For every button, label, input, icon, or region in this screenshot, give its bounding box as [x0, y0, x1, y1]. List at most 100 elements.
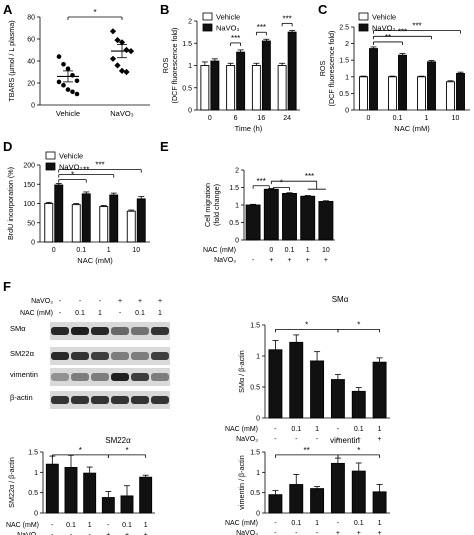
B-y-tick-label: 0 — [188, 108, 192, 115]
F-SMa-bar — [289, 341, 304, 419]
B-bar-navo3 — [210, 60, 220, 111]
C-legend-navo3: NaVO₃ — [372, 24, 395, 33]
B-bar-vehicle — [200, 65, 210, 111]
F-SMa-title: SMα — [332, 295, 349, 304]
B-x-tick-label: 0 — [208, 115, 212, 122]
F-vimentin-y-axis-label: vimentin / β-actin — [237, 455, 246, 509]
F-SMa-row-value: - — [316, 436, 319, 443]
B-significance-label: *** — [257, 23, 266, 32]
blot-header-value: - — [99, 298, 102, 305]
D-bar-navo3 — [136, 198, 146, 243]
C-y-tick-label: 0.5 — [339, 91, 349, 98]
C-significance-label: *** — [398, 27, 407, 36]
C-y-tick-label: 1 — [345, 74, 349, 81]
F-SMa-significance-label: * — [305, 320, 308, 329]
C-y-tick-label: 2.5 — [339, 25, 349, 32]
F-SMa-y-tick-label: 1 — [256, 354, 260, 361]
D-legend-swatch-vehicle — [45, 151, 56, 160]
E-bar — [318, 201, 334, 241]
D-y-tick-label: 50 — [27, 220, 35, 227]
A-point-vehicle — [65, 87, 71, 92]
F-SMa-y-tick-label: 1.5 — [250, 323, 260, 330]
F-SM22a-row-value: - — [70, 532, 73, 535]
blot-band — [151, 396, 169, 404]
D-bar-vehicle — [71, 204, 81, 243]
blot-band — [51, 396, 69, 404]
B-x-tick-label: 16 — [257, 115, 265, 122]
F-SM22a-bar — [45, 463, 59, 514]
A-x-tick-label: NaVO₃ — [110, 109, 133, 118]
E-bar — [245, 204, 261, 241]
blot-row-label: SM22α — [10, 349, 35, 358]
A-point-vehicle — [61, 62, 66, 67]
D-significance-label: * — [71, 171, 74, 180]
F-SMa-row-value: - — [274, 426, 277, 433]
F-vimentin-row-value: 1 — [315, 520, 319, 527]
C-bar-navo3 — [369, 48, 378, 111]
D-y-tick-label: 0 — [31, 240, 35, 247]
blot-row-label: SMα — [10, 324, 26, 333]
F-SM22a-bar — [83, 472, 97, 514]
F-SM22a-row-value: 1 — [88, 522, 92, 529]
blot-header-value: 1 — [158, 310, 162, 317]
C-x-tick-label: 1 — [425, 115, 429, 122]
blot-band — [131, 327, 149, 335]
blot-band — [71, 327, 89, 335]
D-bar-vehicle — [126, 210, 136, 243]
F-SMa-row-label: NAC (mM) — [225, 426, 258, 433]
F-SMa-y-tick-label: 0 — [256, 416, 260, 423]
E-y-tick-label: 0.5 — [229, 220, 239, 227]
F-vimentin-row-value: - — [337, 520, 340, 527]
blot-strip — [50, 322, 170, 340]
blot-header-value: - — [59, 298, 62, 305]
F-SM22a-bar — [139, 476, 153, 514]
F-SM22a-row-value: + — [106, 532, 110, 535]
E-bar — [300, 195, 316, 241]
panel-letter-E: E — [160, 139, 169, 154]
D-significance-label: ** — [83, 166, 89, 175]
E-row-value: + — [287, 257, 291, 264]
blot-header-value: - — [119, 310, 122, 317]
C-x-axis-label: NAC (mM) — [394, 124, 430, 133]
E-row-value: 0.1 — [285, 247, 295, 254]
F-SM22a-row-value: + — [144, 532, 148, 535]
B-legend-swatch-vehicle — [202, 12, 213, 21]
C-y-axis-label: ROS — [318, 61, 327, 77]
F-SM22a-bar — [120, 495, 134, 514]
F-SM22a-y-tick-label: 1 — [34, 470, 38, 477]
F-vimentin-row-label: NaVO₃ — [236, 530, 258, 535]
E-y-tick-label: 1 — [235, 203, 239, 210]
D-x-axis-label: NAC (mM) — [77, 256, 113, 265]
F-vimentin-title: vimentin — [330, 436, 360, 445]
B-legend-vehicle: Vehicle — [216, 13, 240, 22]
blot-strip — [50, 347, 170, 365]
blot-band — [91, 396, 109, 404]
F-vimentin-bar — [330, 462, 345, 514]
C-legend-vehicle: Vehicle — [372, 13, 396, 22]
E-significance-label: *** — [305, 172, 314, 181]
A-point-navo3 — [123, 46, 130, 54]
A-point-vehicle — [61, 82, 66, 88]
C-y-tick-label: 2 — [345, 41, 349, 48]
F-SMa-row-value: 0.1 — [291, 426, 301, 433]
F-SMa-row-value: 1 — [378, 426, 382, 433]
D-legend-swatch-navo3 — [45, 162, 56, 171]
blot-header-value: 1 — [98, 310, 102, 317]
F-SMa-y-axis-label: SMα / β-actin — [237, 350, 246, 393]
A-point-navo3 — [123, 68, 130, 76]
B-bar-vehicle — [226, 65, 236, 111]
C-bar-vehicle — [359, 76, 368, 111]
F-vimentin-y-tick-label: 0.5 — [250, 490, 260, 497]
A-point-vehicle — [70, 89, 75, 95]
B-bar-navo3 — [236, 51, 246, 111]
C-bar-vehicle — [417, 76, 426, 111]
F-vimentin-bar — [289, 484, 304, 514]
D-x-tick-label: 10 — [132, 247, 140, 254]
blot-band — [151, 352, 169, 360]
A-y-tick-label: 60 — [27, 37, 35, 44]
D-y-tick-label: 200 — [23, 163, 35, 170]
C-y-axis-label: (DCF fluorescence fold) — [327, 31, 336, 107]
A-point-vehicle — [56, 79, 62, 85]
E-bar — [263, 188, 279, 241]
A-y-axis-label: TBARS (μmol / L plasma) — [7, 20, 16, 101]
